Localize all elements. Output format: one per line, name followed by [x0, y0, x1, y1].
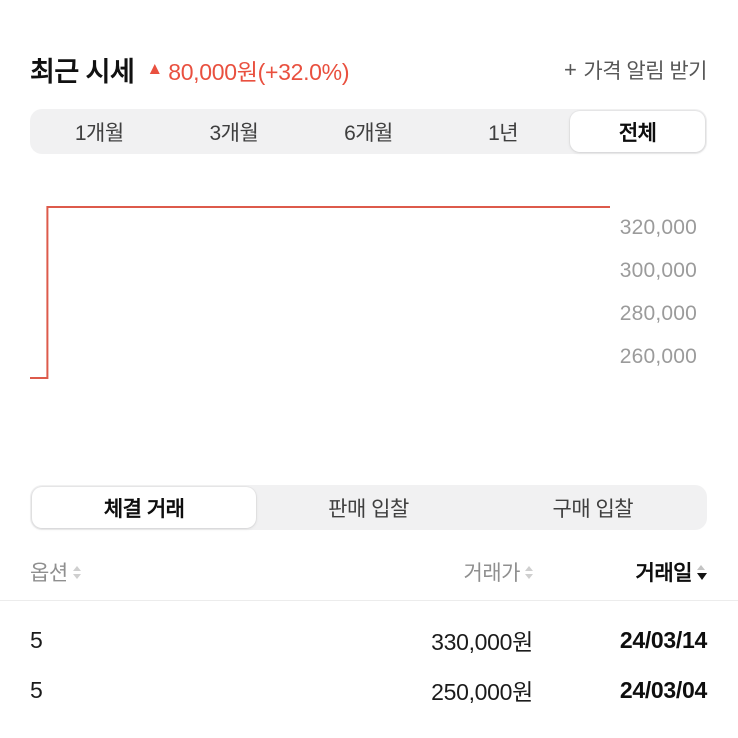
- sort-icon: [525, 565, 533, 579]
- y-axis-label: 280,000: [619, 302, 697, 325]
- trades-table-body: 5 330,000원 24/03/14 5 250,000원 24/03/04: [0, 601, 738, 715]
- cell-date: 24/03/04: [619, 676, 707, 703]
- column-header-date[interactable]: 거래일: [533, 557, 707, 587]
- y-axis-label: 300,000: [619, 259, 697, 282]
- sort-icon-active: [697, 564, 707, 580]
- plus-icon: +: [564, 56, 577, 82]
- page-title: 최근 시세: [30, 57, 135, 87]
- table-row[interactable]: 5 330,000원 24/03/14: [0, 615, 738, 665]
- table-header-divider: [0, 600, 738, 601]
- price-change: ▲ 80,000원(+32.0%): [146, 53, 349, 87]
- sort-asc-icon: [525, 565, 533, 571]
- price-alert-button[interactable]: + 가격 알림 받기: [564, 55, 707, 85]
- trades-table-header: 옵션 거래가 거래일: [0, 554, 738, 590]
- sort-desc-icon: [525, 573, 533, 579]
- sort-asc-icon: [72, 565, 81, 571]
- column-header-date-label: 거래일: [635, 562, 693, 585]
- price-line-svg: [30, 206, 610, 379]
- column-header-option-label: 옵션: [30, 562, 68, 585]
- chart-bottom-spacer: [0, 378, 738, 485]
- tab-3month[interactable]: 3개월: [167, 111, 302, 152]
- sort-desc-icon: [72, 573, 81, 579]
- sort-desc-icon: [697, 572, 707, 580]
- tab-1year[interactable]: 1년: [436, 111, 571, 152]
- cell-price: 330,000원: [431, 629, 533, 655]
- column-header-option[interactable]: 옵션: [30, 557, 150, 587]
- tab-6month[interactable]: 6개월: [301, 111, 436, 152]
- tab-all[interactable]: 전체: [570, 111, 705, 152]
- tab-1month[interactable]: 1개월: [32, 111, 167, 152]
- table-row[interactable]: 5 250,000원 24/03/04: [0, 665, 738, 715]
- price-line: [30, 206, 610, 379]
- price-alert-label: 가격 알림 받기: [583, 59, 707, 83]
- tab-buy-bids[interactable]: 구매 입찰: [481, 487, 705, 528]
- trade-tab-bar: 체결 거래 판매 입찰 구매 입찰: [30, 485, 707, 530]
- price-header: 최근 시세 ▲ 80,000원(+32.0%) + 가격 알림 받기: [0, 0, 738, 89]
- cell-option: 5: [30, 676, 43, 703]
- cell-price: 250,000원: [431, 679, 533, 705]
- tab-sell-bids[interactable]: 판매 입찰: [256, 487, 480, 528]
- period-tab-bar: 1개월 3개월 6개월 1년 전체: [30, 109, 707, 154]
- cell-option: 5: [30, 626, 43, 653]
- y-axis-label: 320,000: [619, 216, 697, 239]
- y-axis-labels: 320,000 300,000 280,000 260,000: [587, 207, 697, 378]
- price-change-text: 80,000원(+32.0%): [168, 58, 350, 85]
- column-header-price-label: 거래가: [463, 562, 521, 585]
- price-history-chart[interactable]: 320,000 300,000 280,000 260,000: [0, 206, 738, 379]
- sort-icon: [72, 565, 81, 579]
- column-header-price[interactable]: 거래가: [150, 557, 533, 587]
- sort-asc-icon: [697, 564, 705, 570]
- cell-date: 24/03/14: [619, 626, 707, 653]
- y-axis-label: 260,000: [619, 345, 697, 368]
- tab-completed-trades[interactable]: 체결 거래: [32, 487, 257, 528]
- price-up-arrow-icon: ▲: [146, 58, 164, 78]
